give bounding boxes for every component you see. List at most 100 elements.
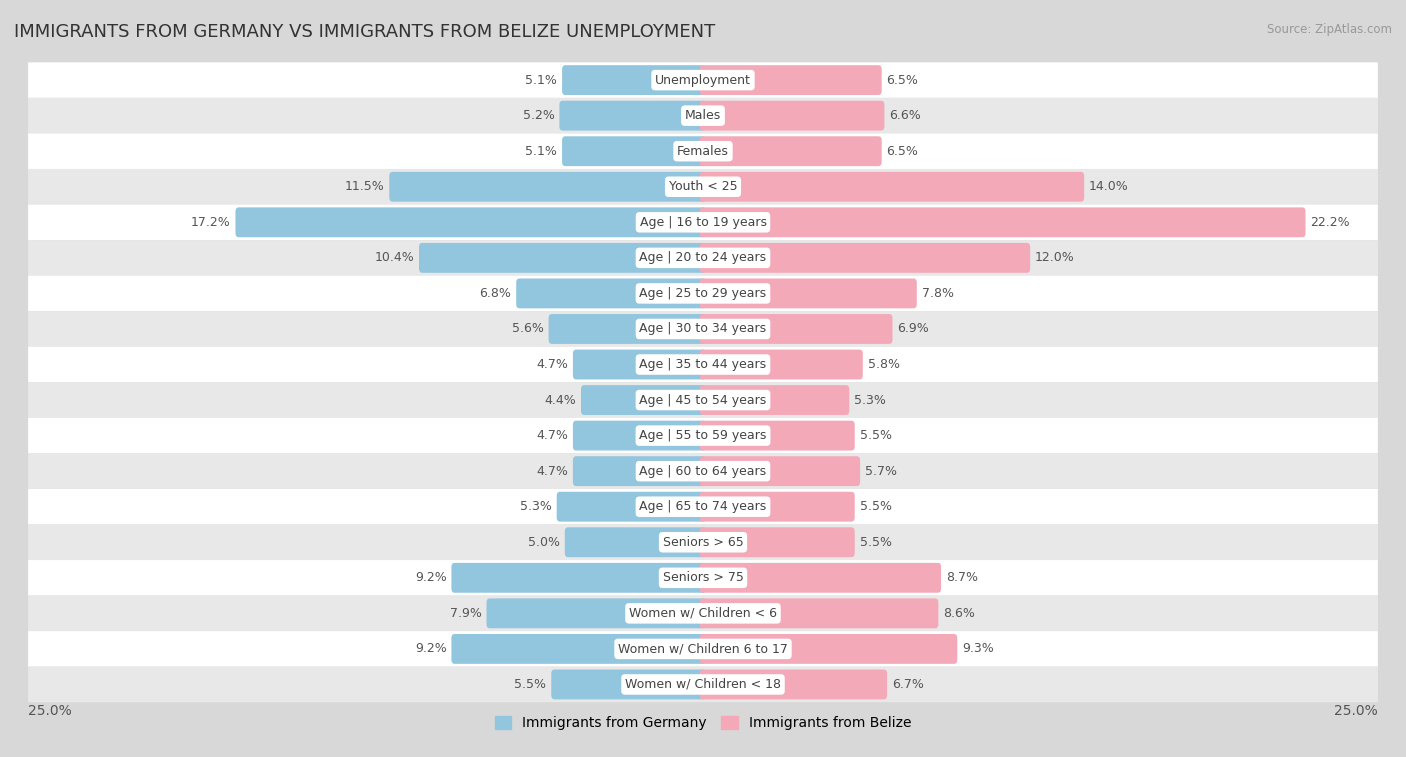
- Text: Males: Males: [685, 109, 721, 122]
- FancyBboxPatch shape: [486, 599, 706, 628]
- FancyBboxPatch shape: [28, 276, 1378, 311]
- Text: Age | 45 to 54 years: Age | 45 to 54 years: [640, 394, 766, 407]
- FancyBboxPatch shape: [28, 525, 1378, 560]
- FancyBboxPatch shape: [565, 528, 706, 557]
- Text: 7.9%: 7.9%: [450, 607, 482, 620]
- FancyBboxPatch shape: [700, 314, 893, 344]
- Text: 5.3%: 5.3%: [855, 394, 886, 407]
- FancyBboxPatch shape: [700, 172, 1084, 201]
- Text: 8.6%: 8.6%: [943, 607, 976, 620]
- FancyBboxPatch shape: [28, 98, 1378, 133]
- Text: 6.5%: 6.5%: [887, 145, 918, 157]
- FancyBboxPatch shape: [28, 489, 1378, 525]
- FancyBboxPatch shape: [572, 350, 706, 379]
- Text: Seniors > 75: Seniors > 75: [662, 572, 744, 584]
- FancyBboxPatch shape: [700, 279, 917, 308]
- FancyBboxPatch shape: [562, 136, 706, 166]
- FancyBboxPatch shape: [700, 492, 855, 522]
- Text: 5.2%: 5.2%: [523, 109, 554, 122]
- Text: 6.5%: 6.5%: [887, 73, 918, 86]
- FancyBboxPatch shape: [235, 207, 706, 237]
- Text: 5.3%: 5.3%: [520, 500, 551, 513]
- Text: 4.7%: 4.7%: [536, 358, 568, 371]
- Text: 5.6%: 5.6%: [512, 322, 544, 335]
- FancyBboxPatch shape: [700, 421, 855, 450]
- FancyBboxPatch shape: [548, 314, 706, 344]
- Text: 4.7%: 4.7%: [536, 429, 568, 442]
- Text: 5.1%: 5.1%: [526, 73, 557, 86]
- FancyBboxPatch shape: [700, 599, 938, 628]
- FancyBboxPatch shape: [28, 418, 1378, 453]
- FancyBboxPatch shape: [551, 669, 706, 699]
- FancyBboxPatch shape: [28, 667, 1378, 702]
- FancyBboxPatch shape: [700, 456, 860, 486]
- FancyBboxPatch shape: [562, 65, 706, 95]
- FancyBboxPatch shape: [700, 101, 884, 131]
- FancyBboxPatch shape: [700, 669, 887, 699]
- Text: 25.0%: 25.0%: [1334, 704, 1378, 718]
- Text: 5.5%: 5.5%: [859, 536, 891, 549]
- Text: 7.8%: 7.8%: [922, 287, 953, 300]
- FancyBboxPatch shape: [700, 563, 941, 593]
- Text: 8.7%: 8.7%: [946, 572, 979, 584]
- Text: Females: Females: [678, 145, 728, 157]
- FancyBboxPatch shape: [389, 172, 706, 201]
- Text: 22.2%: 22.2%: [1310, 216, 1350, 229]
- FancyBboxPatch shape: [560, 101, 706, 131]
- Text: Age | 20 to 24 years: Age | 20 to 24 years: [640, 251, 766, 264]
- Text: Unemployment: Unemployment: [655, 73, 751, 86]
- FancyBboxPatch shape: [572, 421, 706, 450]
- Text: 12.0%: 12.0%: [1035, 251, 1074, 264]
- Text: 5.5%: 5.5%: [859, 429, 891, 442]
- FancyBboxPatch shape: [28, 204, 1378, 240]
- Text: 9.2%: 9.2%: [415, 643, 447, 656]
- FancyBboxPatch shape: [451, 563, 706, 593]
- Text: 4.7%: 4.7%: [536, 465, 568, 478]
- Text: 14.0%: 14.0%: [1090, 180, 1129, 193]
- FancyBboxPatch shape: [700, 528, 855, 557]
- Text: Age | 16 to 19 years: Age | 16 to 19 years: [640, 216, 766, 229]
- FancyBboxPatch shape: [700, 243, 1031, 273]
- Text: Seniors > 65: Seniors > 65: [662, 536, 744, 549]
- Text: Women w/ Children 6 to 17: Women w/ Children 6 to 17: [619, 643, 787, 656]
- FancyBboxPatch shape: [700, 634, 957, 664]
- FancyBboxPatch shape: [28, 133, 1378, 169]
- Text: Women w/ Children < 18: Women w/ Children < 18: [626, 678, 780, 691]
- Text: 5.1%: 5.1%: [526, 145, 557, 157]
- FancyBboxPatch shape: [28, 311, 1378, 347]
- Text: 5.8%: 5.8%: [868, 358, 900, 371]
- Text: 5.7%: 5.7%: [865, 465, 897, 478]
- Legend: Immigrants from Germany, Immigrants from Belize: Immigrants from Germany, Immigrants from…: [489, 711, 917, 736]
- FancyBboxPatch shape: [700, 350, 863, 379]
- Text: Age | 60 to 64 years: Age | 60 to 64 years: [640, 465, 766, 478]
- Text: 6.9%: 6.9%: [897, 322, 929, 335]
- FancyBboxPatch shape: [28, 453, 1378, 489]
- FancyBboxPatch shape: [451, 634, 706, 664]
- Text: Women w/ Children < 6: Women w/ Children < 6: [628, 607, 778, 620]
- Text: IMMIGRANTS FROM GERMANY VS IMMIGRANTS FROM BELIZE UNEMPLOYMENT: IMMIGRANTS FROM GERMANY VS IMMIGRANTS FR…: [14, 23, 716, 41]
- FancyBboxPatch shape: [557, 492, 706, 522]
- FancyBboxPatch shape: [28, 596, 1378, 631]
- Text: Age | 30 to 34 years: Age | 30 to 34 years: [640, 322, 766, 335]
- Text: 6.7%: 6.7%: [891, 678, 924, 691]
- FancyBboxPatch shape: [516, 279, 706, 308]
- Text: Youth < 25: Youth < 25: [669, 180, 737, 193]
- FancyBboxPatch shape: [700, 136, 882, 166]
- FancyBboxPatch shape: [28, 62, 1378, 98]
- Text: 4.4%: 4.4%: [544, 394, 576, 407]
- Text: 17.2%: 17.2%: [191, 216, 231, 229]
- Text: Source: ZipAtlas.com: Source: ZipAtlas.com: [1267, 23, 1392, 36]
- Text: 5.0%: 5.0%: [527, 536, 560, 549]
- FancyBboxPatch shape: [28, 382, 1378, 418]
- FancyBboxPatch shape: [700, 207, 1306, 237]
- Text: 9.3%: 9.3%: [962, 643, 994, 656]
- Text: 5.5%: 5.5%: [515, 678, 547, 691]
- Text: Age | 65 to 74 years: Age | 65 to 74 years: [640, 500, 766, 513]
- FancyBboxPatch shape: [581, 385, 706, 415]
- Text: 11.5%: 11.5%: [344, 180, 384, 193]
- Text: 9.2%: 9.2%: [415, 572, 447, 584]
- Text: 10.4%: 10.4%: [374, 251, 415, 264]
- FancyBboxPatch shape: [700, 65, 882, 95]
- Text: 5.5%: 5.5%: [859, 500, 891, 513]
- Text: Age | 25 to 29 years: Age | 25 to 29 years: [640, 287, 766, 300]
